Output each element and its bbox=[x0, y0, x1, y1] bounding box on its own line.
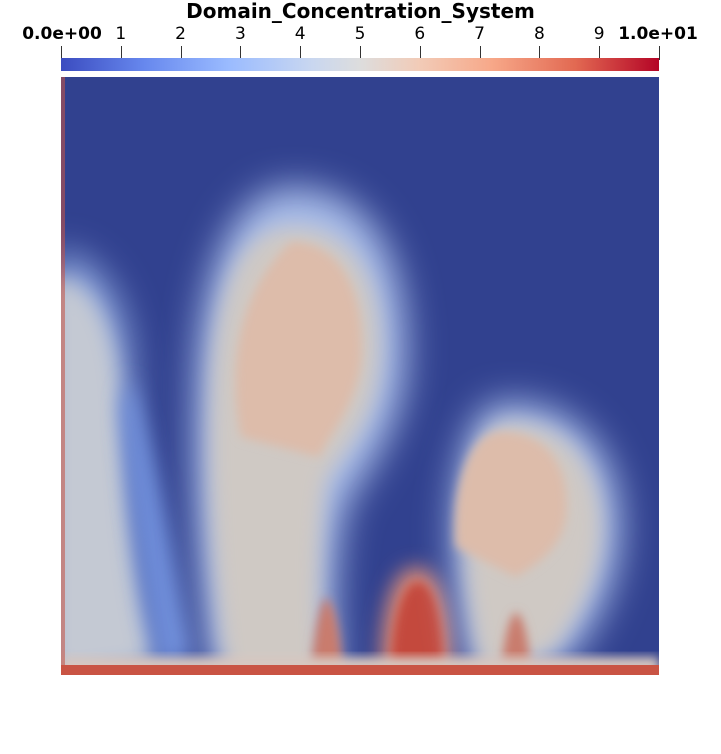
colorbar-gradient bbox=[61, 58, 659, 71]
colorbar-tick-mark bbox=[659, 46, 660, 60]
colorbar-title: Domain_Concentration_System bbox=[186, 0, 535, 23]
colorbar-tick-mark bbox=[300, 46, 301, 60]
colorbar-tick-label-6: 6 bbox=[414, 24, 426, 44]
colorbar-tick-mark bbox=[61, 46, 62, 60]
colorbar-tick-label-5: 5 bbox=[354, 24, 366, 44]
colorbar-min-label: 0.0e+00 bbox=[22, 24, 102, 44]
right-plume bbox=[452, 402, 621, 675]
colorbar-max-label: 1.0e+01 bbox=[618, 24, 698, 44]
colorbar-tick-label-1: 1 bbox=[115, 24, 127, 44]
colorbar-tick-mark bbox=[240, 46, 241, 60]
left-plume bbox=[61, 252, 191, 675]
concentration-plot bbox=[61, 77, 659, 675]
colorbar-tick-label-4: 4 bbox=[294, 24, 306, 44]
colorbar-tick-label-2: 2 bbox=[175, 24, 187, 44]
colorbar-tick-mark bbox=[360, 46, 361, 60]
colorbar-tick-mark bbox=[420, 46, 421, 60]
colorbar-tick-mark bbox=[121, 46, 122, 60]
colorbar-tick-label-7: 7 bbox=[474, 24, 486, 44]
colorbar-tick-mark bbox=[480, 46, 481, 60]
colorbar-tick-label-9: 9 bbox=[593, 24, 605, 44]
concentration-field bbox=[61, 77, 659, 675]
colorbar-tick-mark bbox=[539, 46, 540, 60]
colorbar-tick-mark bbox=[181, 46, 182, 60]
large-plume bbox=[194, 187, 407, 675]
central-stem bbox=[380, 567, 454, 675]
bottom-boundary bbox=[61, 77, 659, 675]
colorbar-tick-label-3: 3 bbox=[234, 24, 246, 44]
colorbar-tick-mark bbox=[599, 46, 600, 60]
colorbar-tick-label-8: 8 bbox=[533, 24, 545, 44]
